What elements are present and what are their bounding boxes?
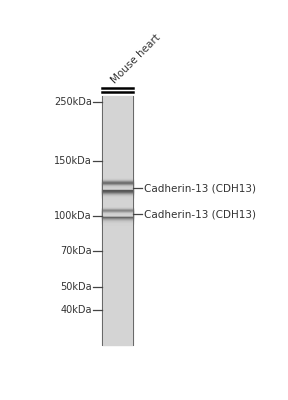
Text: 40kDa: 40kDa bbox=[60, 305, 92, 315]
Text: Mouse heart: Mouse heart bbox=[109, 32, 162, 85]
Text: 50kDa: 50kDa bbox=[60, 282, 92, 292]
Text: 150kDa: 150kDa bbox=[54, 156, 92, 166]
Text: 70kDa: 70kDa bbox=[60, 246, 92, 256]
Bar bbox=[102, 96, 133, 345]
Text: 100kDa: 100kDa bbox=[54, 211, 92, 221]
Text: Cadherin-13 (CDH13): Cadherin-13 (CDH13) bbox=[144, 209, 256, 219]
Text: Cadherin-13 (CDH13): Cadherin-13 (CDH13) bbox=[144, 183, 256, 193]
Text: 250kDa: 250kDa bbox=[54, 97, 92, 107]
